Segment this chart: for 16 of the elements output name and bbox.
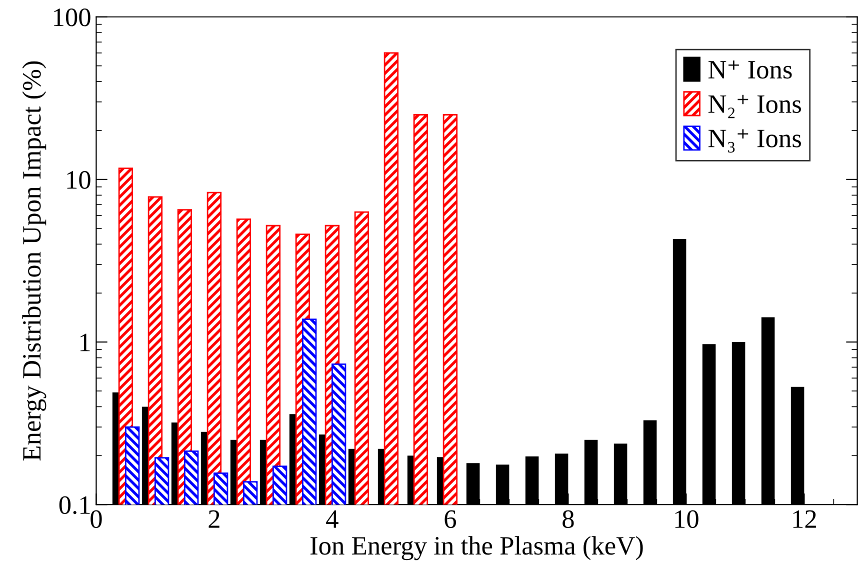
y-tick-label: 10 bbox=[67, 171, 90, 189]
x-tick-label: 0 bbox=[90, 510, 102, 528]
x-tick-label: 6 bbox=[444, 510, 456, 528]
x-tick-label: 8 bbox=[562, 510, 574, 528]
y-tick-label: 0.1 bbox=[59, 496, 90, 514]
y-tick-label: 100 bbox=[54, 8, 90, 26]
legend-label: N₂⁺ Ions bbox=[708, 94, 801, 118]
y-axis-title: Energy Distribution Upon Impact (%) bbox=[22, 61, 46, 461]
legend-label: N₃⁺ Ions bbox=[708, 129, 801, 153]
x-axis-title: Ion Energy in the Plasma (keV) bbox=[310, 536, 643, 560]
y-tick-label: 1 bbox=[80, 334, 90, 352]
x-tick-label: 12 bbox=[793, 510, 816, 528]
x-tick-label: 2 bbox=[208, 510, 220, 528]
x-tick-label: 4 bbox=[326, 510, 338, 528]
legend-label: N⁺ Ions bbox=[708, 60, 792, 79]
x-tick-label: 10 bbox=[675, 510, 698, 528]
